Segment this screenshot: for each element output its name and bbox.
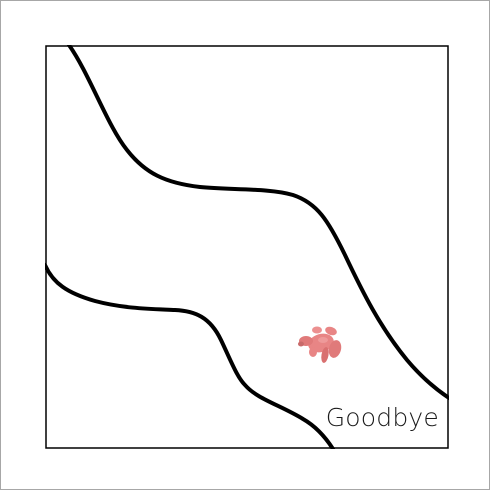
game-board[interactable] [45,45,449,449]
game-canvas [45,45,449,449]
upper-track-curve [67,45,449,400]
lower-track-curve [45,263,335,449]
pink-creature-icon[interactable] [298,325,343,363]
caption-text: Goodbye [325,403,439,432]
board-frame [45,45,449,449]
